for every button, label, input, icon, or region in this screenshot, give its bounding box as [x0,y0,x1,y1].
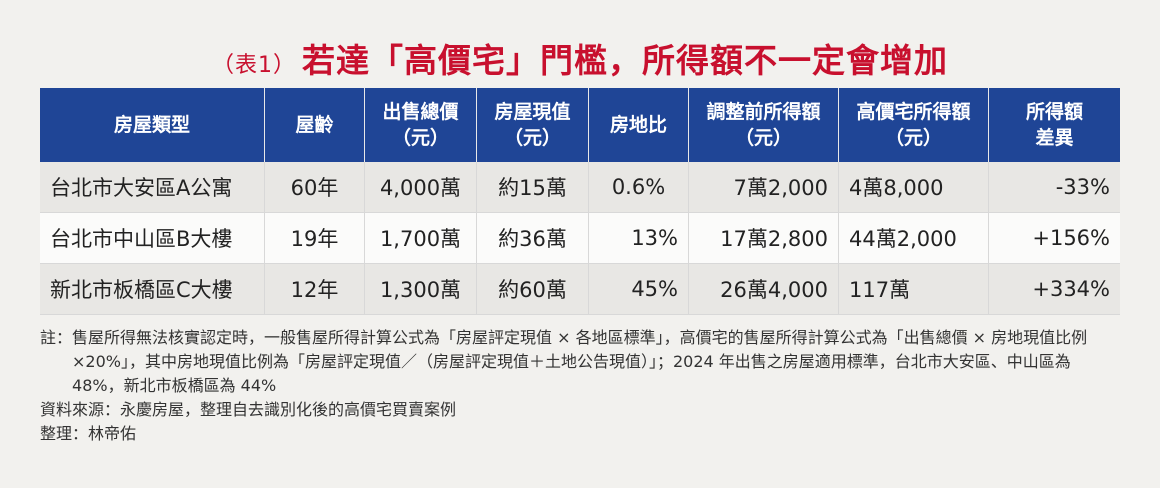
cell-age: 12年 [265,264,365,315]
cell-income-before: 17萬2,800 [689,213,839,264]
header-income-diff: 所得額 差異 [989,88,1120,162]
cell-house-value: 約15萬 [477,162,589,213]
cell-ratio: 45% [589,264,689,315]
cell-income-luxury: 44萬2,000 [839,213,989,264]
cell-income-before: 26萬4,000 [689,264,839,315]
cell-ratio: 13% [589,213,689,264]
footnote: 註： 售屋所得無法核實認定時，一般售屋所得計算公式為「房屋評定現值 × 各地區標… [40,326,1125,398]
header-row: 房屋類型 屋齡 出售總價 （元） 房屋現值 （元） 房地比 調整前所得額 （元）… [40,88,1120,162]
cell-income-luxury: 117萬 [839,264,989,315]
cell-income-before: 7萬2,000 [689,162,839,213]
cell-sale-price: 4,000萬 [365,162,477,213]
cell-income-diff: +334% [989,264,1120,315]
header-age: 屋齡 [265,88,365,162]
cell-ratio: 0.6% [589,162,689,213]
header-house-type: 房屋類型 [40,88,265,162]
footnote-text: 售屋所得無法核實認定時，一般售屋所得計算公式為「房屋評定現值 × 各地區標準」，… [72,328,1088,395]
cell-income-luxury: 4萬8,000 [839,162,989,213]
header-house-value: 房屋現值 （元） [477,88,589,162]
table-row: 台北市大安區A公寓 60年 4,000萬 約15萬 0.6% 7萬2,000 4… [40,162,1120,213]
title-prefix: （表1） [212,53,296,78]
notes-section: 註： 售屋所得無法核實認定時，一般售屋所得計算公式為「房屋評定現值 × 各地區標… [40,326,1125,446]
cell-age: 60年 [265,162,365,213]
cell-age: 19年 [265,213,365,264]
cell-income-diff: -33% [989,162,1120,213]
header-sale-price: 出售總價 （元） [365,88,477,162]
cell-sale-price: 1,700萬 [365,213,477,264]
footnote-label: 註： [40,328,73,347]
cell-house-value: 約36萬 [477,213,589,264]
header-ratio: 房地比 [589,88,689,162]
data-table: 房屋類型 屋齡 出售總價 （元） 房屋現值 （元） 房地比 調整前所得額 （元）… [40,88,1120,315]
cell-house-value: 約60萬 [477,264,589,315]
editor-line: 整理：林帝佑 [40,424,137,443]
cell-house-type: 台北市中山區B大樓 [40,213,265,264]
header-income-before: 調整前所得額 （元） [689,88,839,162]
cell-house-type: 新北市板橋區C大樓 [40,264,265,315]
cell-house-type: 台北市大安區A公寓 [40,162,265,213]
title-text: 若達「高價宅」門檻，所得額不一定會增加 [302,41,948,80]
table-row: 新北市板橋區C大樓 12年 1,300萬 約60萬 45% 26萬4,000 1… [40,264,1120,315]
header-income-luxury: 高價宅所得額 （元） [839,88,989,162]
table-row: 台北市中山區B大樓 19年 1,700萬 約36萬 13% 17萬2,800 4… [40,213,1120,264]
cell-income-diff: +156% [989,213,1120,264]
cell-sale-price: 1,300萬 [365,264,477,315]
table-title: （表1） 若達「高價宅」門檻，所得額不一定會增加 [0,34,1160,82]
source-line: 資料來源：永慶房屋，整理自去識別化後的高價宅買賣案例 [40,400,457,419]
